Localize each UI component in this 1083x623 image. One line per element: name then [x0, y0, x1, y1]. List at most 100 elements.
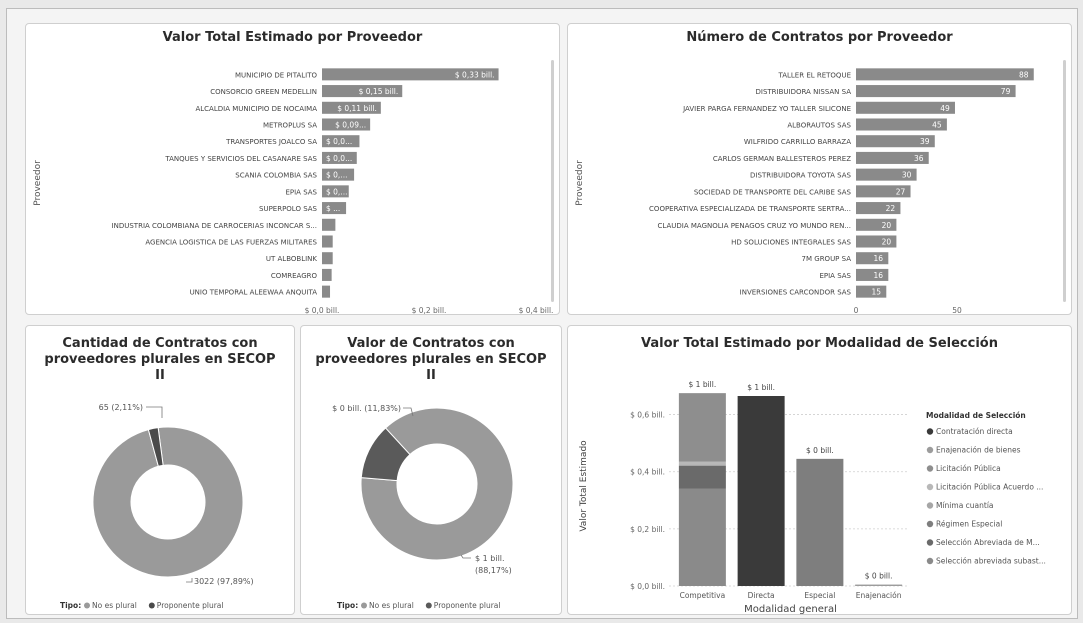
- data-label: $ 0,0...: [326, 154, 352, 163]
- chart-panel-valor-proveedor: Valor Total Estimado por Proveedor Prove…: [25, 23, 560, 315]
- legend-title: Tipo:: [337, 601, 358, 610]
- bar: [322, 252, 333, 265]
- donut-slice: [92, 426, 244, 578]
- chart-panel-modalidad: Valor Total Estimado por Modalidad de Se…: [567, 325, 1072, 615]
- chart-title: Número de Contratos por Proveedor: [686, 30, 953, 45]
- legend-item: Licitación Pública: [936, 464, 1001, 473]
- bar: [322, 68, 499, 81]
- bar: [856, 185, 911, 198]
- data-label: 39: [920, 137, 930, 146]
- legend-marker: [926, 520, 934, 528]
- donut-chart-cantidad: 3022 (97,89%) 65 (2,11%) Tipo: No es plural…: [60, 403, 254, 610]
- category-label: METROPLUS SA: [263, 122, 317, 130]
- bar: [322, 202, 347, 215]
- data-label: 15: [872, 288, 882, 297]
- x-tick-label: $ 0,2 bill.: [412, 306, 447, 315]
- data-label: 20: [882, 238, 892, 247]
- category-label: EPIA SAS: [819, 272, 851, 280]
- legend-marker: [148, 602, 155, 609]
- dashboard: Valor Total Estimado por Proveedor Prove…: [6, 8, 1078, 619]
- donut-slice: [360, 427, 411, 482]
- legend-marker: [926, 428, 934, 435]
- legend-marker: [425, 602, 432, 609]
- category-label: JAVIER PARGA FERNANDEZ YO TALLER SILICON…: [682, 105, 851, 113]
- bar: [322, 218, 336, 231]
- bar-chart-valor-proveedor: Proveedor MUNICIPIO DE PITALITO $ 0,33 bil…: [33, 68, 553, 315]
- data-label: 16: [874, 254, 884, 263]
- bar: [856, 202, 901, 215]
- bar: [856, 135, 935, 148]
- data-label: $ 0 bill.: [865, 572, 893, 581]
- legend-marker: [926, 446, 934, 454]
- stacked-bar-segment: [678, 393, 726, 462]
- x-tick-label: 0: [854, 306, 859, 315]
- category-label: SOCIEDAD DE TRANSPORTE DEL CARIBE SAS: [694, 188, 852, 196]
- bar: [856, 101, 955, 114]
- stacked-bar-segment: [678, 464, 726, 466]
- y-axis-label: Proveedor: [575, 160, 585, 206]
- x-tick-label: Especial: [804, 591, 835, 600]
- legend-item: No es plural: [369, 601, 414, 610]
- bar: [322, 285, 331, 298]
- data-label: 36: [914, 154, 924, 163]
- chart-panel-contratos-proveedor: Número de Contratos por Proveedor Provee…: [567, 23, 1072, 315]
- data-label: 3022 (97,89%): [194, 577, 254, 586]
- category-label: ALCALDIA MUNICIPIO DE NOCAIMA: [195, 105, 317, 113]
- data-label: 65 (2,11%): [99, 403, 143, 412]
- scrollbar[interactable]: [1063, 60, 1066, 302]
- bar: [856, 68, 1034, 81]
- bar: [856, 235, 897, 248]
- bar: [322, 135, 360, 148]
- bar: [856, 268, 889, 281]
- category-label: TALLER EL RETOQUE: [777, 71, 851, 79]
- leader-line: [403, 407, 414, 417]
- legend-marker: [926, 539, 934, 546]
- bar: [856, 118, 947, 131]
- donut-chart-valor: $ 1 bill. (88,17%) $ 0 bill. (11,83%) Tipo:…: [332, 404, 514, 610]
- stacked-bar-segment: [678, 466, 726, 489]
- category-label: HD SOLUCIONES INTEGRALES SAS: [731, 239, 851, 247]
- stacked-bar-segment: [855, 584, 903, 586]
- data-label: $ 0 bill. (11,83%): [332, 404, 401, 413]
- leader-line: [186, 578, 193, 583]
- data-label: 88: [1019, 70, 1029, 79]
- category-label: UT ALBOBLINK: [266, 255, 318, 263]
- x-axis-label: Modalidad general: [744, 604, 837, 615]
- category-label: 7M GROUP SA: [802, 255, 852, 263]
- category-label: CLAUDIA MAGNOLIA PENAGOS CRUZ YO MUNDO R…: [658, 222, 851, 230]
- data-label: $ ...: [326, 204, 340, 213]
- data-label: $ 1 bill.: [747, 383, 775, 392]
- chart-panel-cantidad-plurales: Cantidad de Contratos con proveedores pl…: [25, 325, 295, 615]
- data-label: $ 0,0...: [326, 137, 352, 146]
- scrollbar[interactable]: [551, 60, 554, 302]
- stacked-bar-chart-modalidad: $ 0,0 bill. $ 0,2 bill. $ 0,4 bill. $ 0,6 b…: [579, 380, 1046, 615]
- data-label: $ 0,...: [326, 187, 347, 196]
- category-label: UNIO TEMPORAL ALEEWAA ANQUITA: [190, 289, 318, 297]
- chart-title: Cantidad de Contratos con proveedores pl…: [44, 336, 276, 383]
- legend-item: Licitación Pública Acuerdo ...: [936, 483, 1043, 492]
- y-tick-label: $ 0,6 bill.: [630, 411, 665, 420]
- chart-title: Valor Total Estimado por Proveedor: [162, 30, 423, 45]
- legend-marker: [926, 557, 934, 565]
- legend-item: Selección abreviada subast...: [936, 557, 1046, 566]
- data-label: (88,17%): [475, 566, 512, 575]
- legend-title: Modalidad de Selección: [926, 411, 1026, 420]
- data-label: 45: [932, 121, 942, 130]
- data-label: $ 1 bill.: [689, 380, 717, 389]
- data-label: $ 0,15 bill.: [359, 87, 399, 96]
- leader-line: [460, 554, 471, 559]
- category-label: CONSORCIO GREEN MEDELLIN: [210, 88, 317, 96]
- donut-slice: [147, 427, 164, 467]
- category-label: AGENCIA LOGISTICA DE LAS FUERZAS MILITAR…: [145, 239, 317, 247]
- legend-item: Enajenación de bienes: [936, 446, 1021, 455]
- category-label: COOPERATIVA ESPECIALIZADA DE TRANSPORTE …: [649, 205, 851, 213]
- bar: [322, 101, 381, 114]
- data-label: 27: [896, 187, 906, 196]
- bar: [322, 268, 332, 281]
- legend-item: Régimen Especial: [936, 520, 1002, 529]
- category-label: TANQUES Y SERVICIOS DEL CASANARE SAS: [164, 155, 317, 163]
- stacked-bar-segment: [678, 461, 726, 465]
- data-label: $ 0,11 bill.: [337, 104, 377, 113]
- chart-panel-valor-plurales: Valor de Contratos con proveedores plura…: [300, 325, 562, 615]
- chart-title: Valor Total Estimado por Modalidad de Se…: [641, 336, 998, 351]
